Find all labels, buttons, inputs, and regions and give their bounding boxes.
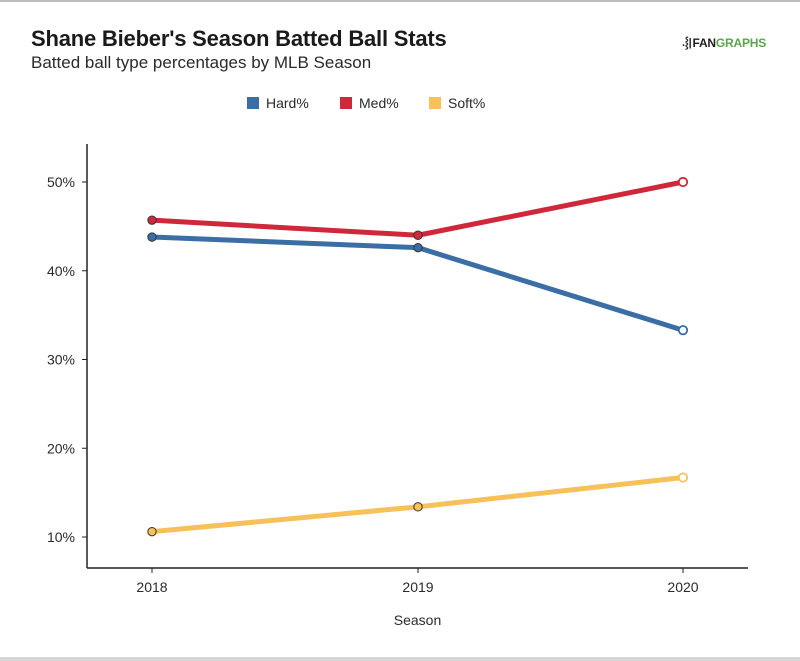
x-tick-label: 2019 [402,579,433,595]
logo-text-fan: FAN [692,35,716,50]
chart-subtitle: Batted ball type percentages by MLB Seas… [31,53,372,72]
data-point [147,526,157,537]
legend-label: Med% [359,95,399,111]
y-tick-label: 50% [47,174,75,190]
fangraphs-logo: .⸾| FAN GRAPHS [682,35,766,50]
series-layer [147,176,689,537]
window-bottom-border [0,657,800,661]
x-axis-title: Season [394,612,441,628]
legend-swatch [340,97,352,109]
legend: Hard% Med% Soft% [247,95,485,111]
data-point [413,502,423,512]
legend-swatch [429,97,441,109]
data-point [677,176,689,188]
fangraphs-logo-icon: .⸾| [682,37,692,49]
x-tick-label: 2018 [136,579,167,595]
y-tick-label: 30% [47,352,75,368]
legend-item: Med% [340,95,399,111]
data-point [677,325,689,336]
y-tick-label: 10% [47,529,75,545]
series-soft [147,472,689,537]
y-tick-label: 20% [47,440,75,456]
data-point [147,232,157,242]
data-point [147,215,157,225]
x-tick-label: 2020 [667,579,698,595]
data-point [677,472,689,483]
chart-title: Shane Bieber's Season Batted Ball Stats [31,26,447,51]
legend-item: Hard% [247,95,309,111]
axes: 10% 20% 30% 40% 50% 2018 2019 2020 Season [47,144,748,628]
series-line [149,179,686,238]
legend-label: Hard% [266,95,309,111]
series-hard [147,232,689,336]
y-tick-label: 40% [47,263,75,279]
data-point [413,242,423,253]
legend-swatch [247,97,259,109]
data-point [413,230,423,240]
window-top-border [0,0,800,2]
series-med [147,176,689,240]
legend-item: Soft% [429,95,485,111]
legend-label: Soft% [448,95,485,111]
logo-text-graphs: GRAPHS [715,35,767,50]
